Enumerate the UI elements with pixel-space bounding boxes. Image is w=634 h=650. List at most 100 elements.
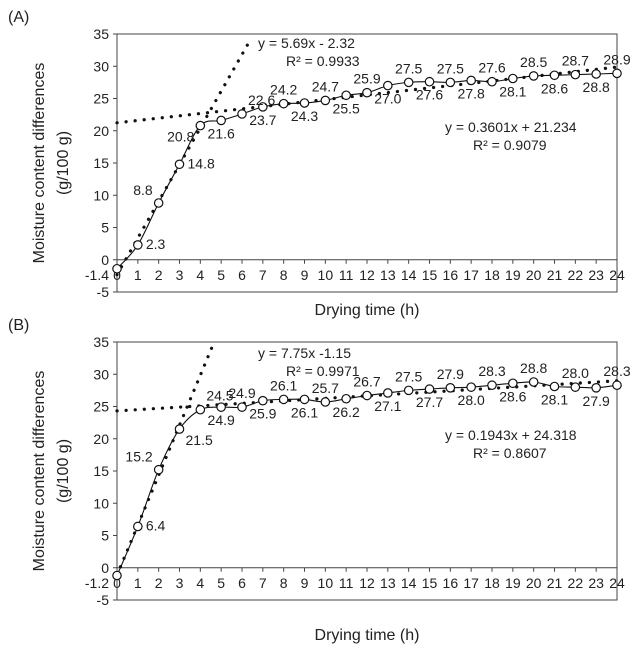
data-label: 27.7 [416,394,443,410]
x-tick-label: 6 [238,575,246,591]
data-label: 21.5 [186,432,213,448]
x-tick-label: 16 [443,575,459,591]
data-label: 23.7 [249,112,276,128]
data-point [258,395,268,406]
data-point [466,382,476,392]
first-point-label: -1.4 [85,267,109,283]
x-tick-label: 14 [401,267,417,283]
x-tick-label: 17 [463,575,479,591]
x-tick-label: 2 [155,575,163,591]
x-tick-label: 13 [380,575,396,591]
data-point [612,68,622,79]
data-point [341,90,351,101]
x-tick-label: 20 [526,267,542,283]
x-tick-label: 12 [359,575,375,591]
data-label: 24.9 [228,385,255,401]
data-point [403,77,414,88]
x-tick-label: 22 [568,575,584,591]
y-tick-label: 10 [93,187,109,203]
equation-label: y = 0.3601x + 21.234 [445,119,577,135]
data-point [424,384,435,394]
data-point [612,380,622,391]
x-tick-label: 4 [196,267,204,283]
x-tick-label: 19 [505,575,521,591]
data-point [403,385,414,396]
data-point [487,76,497,87]
x-tick-label: 9 [301,267,309,283]
data-label: 27.5 [395,368,422,384]
data-point [133,521,143,532]
x-tick-label: 4 [196,575,204,591]
data-label: 27.0 [374,91,401,107]
data-label: 26.7 [353,374,380,390]
equation-label: y = 0.1943x + 24.318 [445,427,577,443]
data-point [528,71,539,81]
x-tick-label: 1 [134,575,142,591]
data-point [133,240,143,250]
data-point [174,159,185,170]
first-point-label: -1.2 [85,575,109,591]
r-squared-label: R² = 0.9933 [286,53,360,69]
x-tick-label: 14 [401,575,417,591]
x-tick-label: 18 [484,575,500,591]
data-point [528,377,539,387]
data-label: 27.5 [437,60,464,76]
data-label: 25.9 [353,71,380,87]
x-tick-label: 18 [484,267,500,283]
x-tick-label: 15 [422,575,438,591]
data-label: 28.6 [499,388,526,404]
data-label: 24.2 [270,82,297,98]
data-label: 20.8 [167,129,194,145]
y-tick-label: 20 [93,431,109,447]
series-line [116,381,618,576]
x-tick-label: 11 [339,575,354,591]
trendline-1 [115,36,253,277]
y-axis-title-unit: (g/100 g) [55,439,72,503]
x-tick-label: 15 [422,267,438,283]
y-tick-label: 30 [93,58,109,74]
data-point [570,382,581,392]
data-point [112,570,122,581]
y-tick-label: 0 [101,560,109,576]
y-tick-label: 15 [93,463,109,479]
data-point [216,115,226,126]
x-tick-label: 8 [280,267,288,283]
data-label: 28.3 [478,363,505,379]
data-point [237,402,247,412]
data-point [278,98,289,109]
x-tick-label: 6 [238,267,246,283]
data-point [237,109,247,119]
data-point [591,382,601,393]
data-point [362,87,372,98]
data-label: 27.6 [478,60,505,76]
x-tick-label: 13 [380,267,396,283]
y-tick-label: -5 [97,592,110,608]
data-label: 28.8 [520,360,547,376]
x-tick-label: 21 [547,575,563,591]
data-label: 21.6 [208,125,235,141]
data-point [549,381,560,392]
data-point [153,464,164,475]
data-point [383,388,393,398]
chart-panel-a: (A)-505101520253035012345678910111213141… [8,9,631,319]
data-point [195,120,206,131]
data-label: 6.4 [146,517,166,533]
x-tick-label: 2 [155,267,163,283]
data-label: 24.9 [208,412,235,428]
y-tick-label: -5 [97,284,110,300]
data-label: 28.3 [603,363,630,379]
data-label: 28.1 [499,84,526,100]
data-label: 28.9 [603,51,630,67]
x-tick-label: 5 [217,267,225,283]
data-point [299,98,310,108]
y-tick-label: 30 [93,366,109,382]
x-tick-label: 1 [134,267,142,283]
equation-label: y = 5.69x - 2.32 [258,35,355,51]
data-label: 24.7 [312,78,339,94]
panel-label: (A) [8,9,29,26]
data-point [278,394,289,405]
data-point [383,80,393,91]
data-label: 24.3 [291,108,318,124]
data-point [445,77,456,88]
